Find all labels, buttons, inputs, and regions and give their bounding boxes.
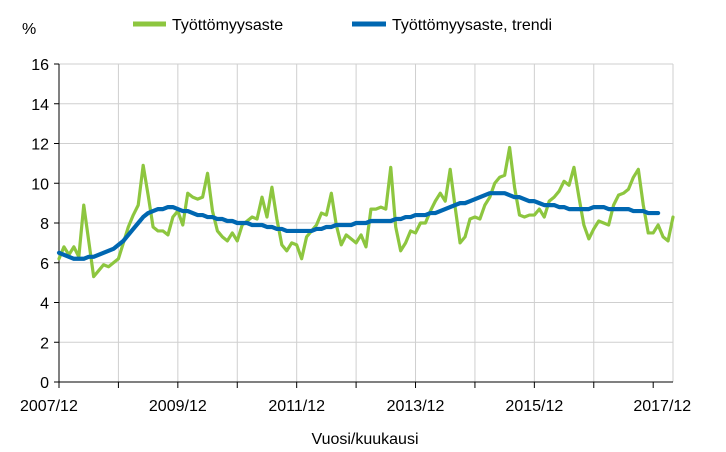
y-tick-label: 10 [31, 176, 49, 193]
y-tick-label: 12 [31, 137, 49, 154]
y-tick-label: 8 [40, 216, 49, 233]
legend: Työttömyysaste Työttömyysaste, trendi [133, 17, 552, 34]
y-tick-label: 0 [40, 375, 49, 392]
x-axis-title: Vuosi/kuukausi [311, 431, 418, 448]
x-tick-label: 2013/12 [387, 398, 445, 415]
y-tick-label: 6 [40, 256, 49, 273]
y-tick-label: 4 [40, 296, 49, 313]
series-line-tyottomyysaste-trendi [56, 191, 661, 261]
x-tick-label: 2007/12 [20, 398, 78, 415]
y-tick-label: 2 [40, 335, 49, 352]
x-tick-label: 2017/12 [633, 398, 691, 415]
series-lines [56, 145, 675, 279]
y-tick-labels: 0 2 4 6 8 10 12 14 16 [31, 57, 49, 392]
x-tick-labels: 2007/12 2009/12 2011/12 2013/12 2015/12 2017/… [20, 398, 691, 415]
x-tick-label: 2011/12 [268, 398, 325, 415]
y-tick-label: 16 [31, 57, 49, 74]
series-line-tyottomyysaste [57, 145, 675, 279]
x-tick-label: 2015/12 [505, 398, 563, 415]
axes [54, 63, 673, 388]
y-axis-unit-label: % [22, 21, 36, 38]
x-tick-label: 2009/12 [149, 398, 207, 415]
legend-label-tyottomyysaste-trendi: Työttömyysaste, trendi [392, 17, 552, 34]
legend-label-tyottomyysaste: Työttömyysaste [172, 17, 283, 34]
y-tick-label: 14 [31, 97, 49, 114]
